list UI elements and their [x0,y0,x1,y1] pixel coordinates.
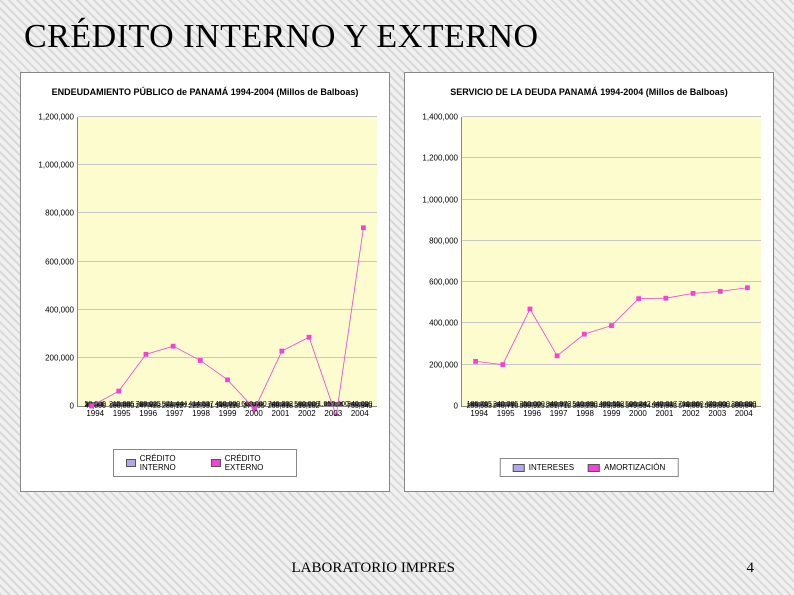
x-label: 2003 [320,409,346,418]
ytick-label: 600,000 [45,257,78,266]
bar-segment: 480,552 [602,402,621,404]
x-label: 1994 [466,409,492,418]
bar-segment: 580,000 [298,402,317,404]
bar-segment: 440,017 [655,402,674,404]
legend-item-intereses: INTERESES [513,463,574,472]
x-label: 1999 [214,409,240,418]
chart-right-plot-area: 0200,000400,000600,000800,0001,000,0001,… [461,117,761,407]
x-label: 2001 [651,409,677,418]
x-label: 1998 [572,409,598,418]
bar-segment: 746,332 [271,402,290,404]
ytick-label: 0 [70,402,78,411]
x-label: 1999 [598,409,624,418]
chart-right-legend: INTERESES AMORTIZACIÓN [500,458,679,477]
chart-left-plot-area: 0200,000400,000600,000800,0001,000,0001,… [77,117,377,407]
x-label: 1997 [161,409,187,418]
x-label: 2002 [294,409,320,418]
bar-segment: 1,050,000 [324,402,343,404]
chart-credit-internal-external: ENDEUDAMIENTO PÚBLICO de PANAMÁ 1994-200… [20,72,390,492]
x-label: 2000 [625,409,651,418]
ytick-label: 1,400,000 [422,113,462,122]
legend-item-interno: CRÉDITO INTERNO [126,454,197,472]
bars-container: 255,583186,765240,716240,285500,925350,0… [462,117,761,406]
ytick-label: 200,000 [45,353,78,362]
legend-label-intereses: INTERESES [529,463,574,472]
footer: LABORATORIO IMPRES 4 [0,560,794,577]
x-label: 1995 [108,409,134,418]
bar-segment: 716,960 [682,402,701,404]
x-label: 2000 [241,409,267,418]
ytick-label: 800,000 [429,236,462,245]
legend-label-amortizacion: AMORTIZACIÓN [604,463,665,472]
ytick-label: 1,000,000 [38,161,78,170]
bar-segment: 340,000 [351,402,370,404]
bar-segment: 240,285 [496,402,515,404]
legend-label-externo: CRÉDITO EXTERNO [225,454,284,472]
bar-segment: 788,025 [139,402,158,404]
swatch-intereses [513,464,525,472]
swatch-interno [126,459,136,467]
chart-right-plot: 0200,000400,000600,000800,0001,000,0001,… [461,117,761,407]
bar-segment: 450,000 [218,402,237,404]
x-label: 1998 [188,409,214,418]
ytick-label: 600,000 [429,278,462,287]
bar-segment: 186,765 [470,402,489,404]
legend-item-amortizacion: AMORTIZACIÓN [588,463,665,472]
chart-left-legend: CRÉDITO INTERNO CRÉDITO EXTERNO [113,449,297,477]
x-axis-labels: 1994199519961997199819992000200120022003… [462,406,761,418]
bar-segment: 840,972 [549,402,568,404]
x-label: 1997 [545,409,571,418]
bar-segment: 470,000 [708,402,727,404]
chart-left-title: ENDEUDAMIENTO PÚBLICO de PANAMÁ 1994-200… [21,73,389,103]
ytick-label: 1,000,000 [422,195,462,204]
charts-row: ENDEUDAMIENTO PÚBLICO de PANAMÁ 1994-200… [18,72,776,492]
swatch-externo [211,459,221,467]
x-label: 2001 [267,409,293,418]
bar-segment: 510,890 [576,402,595,404]
ytick-label: 1,200,000 [422,154,462,163]
slide: CRÉDITO INTERNO Y EXTERNO ENDEUDAMIENTO … [0,0,794,595]
chart-debt-service: SERVICIO DE LA DEUDA PANAMÁ 1994-2004 (M… [404,72,774,492]
x-label: 2003 [704,409,730,418]
bar-segment: 571,444 [165,402,184,404]
bar-segment: 600,000 [245,402,264,404]
bar-segment: 414,537 [192,402,211,404]
bar-segment: 215,985 [112,402,131,404]
ytick-label: 800,000 [45,209,78,218]
ytick-label: 400,000 [45,305,78,314]
legend-item-externo: CRÉDITO EXTERNO [211,454,284,472]
x-label: 2002 [678,409,704,418]
chart-right-title: SERVICIO DE LA DEUDA PANAMÁ 1994-2004 (M… [405,73,773,103]
page-title: CRÉDITO INTERNO Y EXTERNO [24,18,776,56]
bar-segment: 350,000 [523,402,542,404]
bars-container: 40,00050,000100,000215,985247,428788,025… [78,117,377,406]
ytick-label: 400,000 [429,319,462,328]
swatch-amortizacion [588,464,600,472]
x-label: 2004 [731,409,757,418]
x-label: 2004 [347,409,373,418]
x-label: 1995 [492,409,518,418]
x-label: 1996 [519,409,545,418]
footer-center: LABORATORIO IMPRES [292,560,456,577]
bar-segment: 390,000 [735,402,754,404]
page-number: 4 [747,560,755,577]
chart-left-plot: 0200,000400,000600,000800,0001,000,0001,… [77,117,377,407]
ytick-label: 1,200,000 [38,113,78,122]
legend-label-interno: CRÉDITO INTERNO [140,454,197,472]
x-label: 1996 [135,409,161,418]
ytick-label: 0 [454,402,462,411]
x-axis-labels: 1994199519961997199819992000200120022003… [78,406,377,418]
x-label: 1994 [82,409,108,418]
bar-segment: 506,242 [629,402,648,404]
bar-segment: 50,000 [86,402,105,404]
ytick-label: 200,000 [429,360,462,369]
